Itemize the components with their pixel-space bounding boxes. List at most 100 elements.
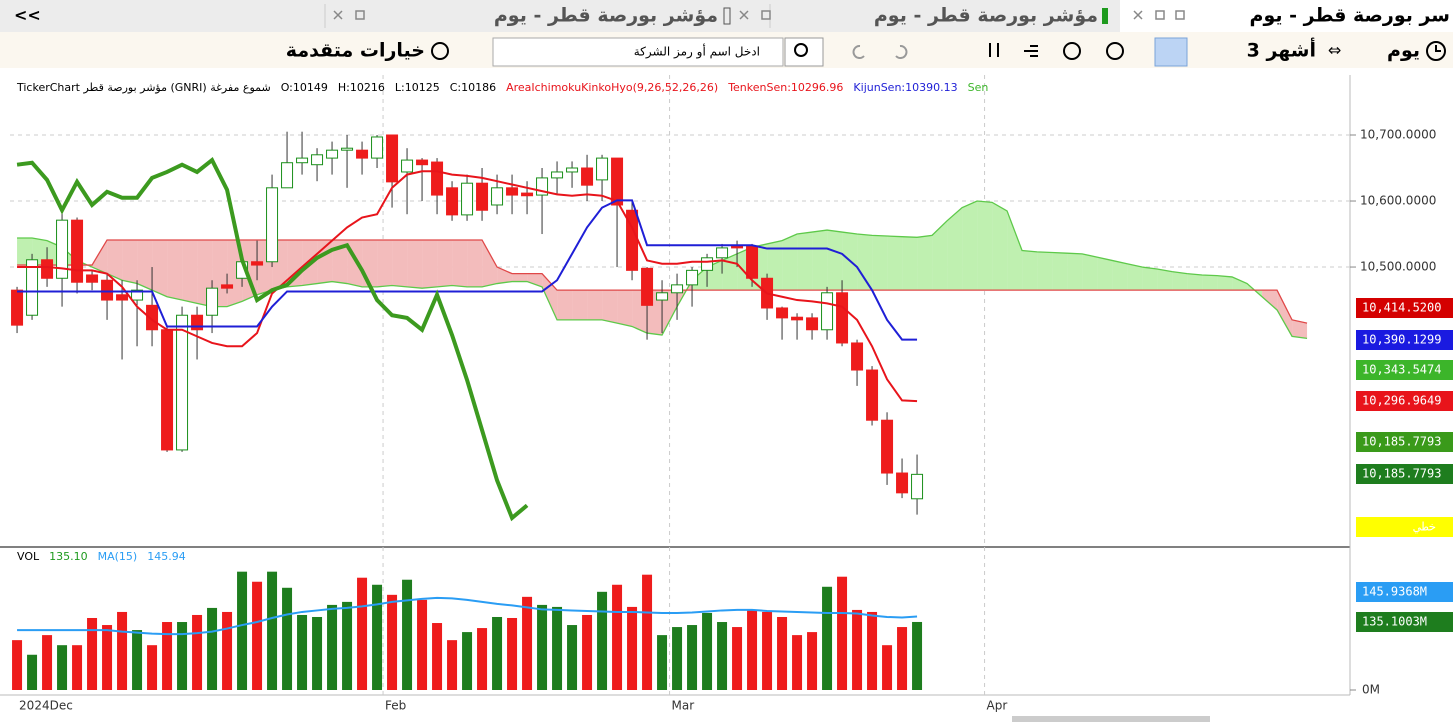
y-tick-label: 10,500.0000	[1360, 260, 1436, 274]
candle-body	[431, 161, 444, 196]
volume-bar	[732, 627, 743, 690]
cloud-fill	[362, 239, 378, 287]
legend-text: TickerChart مؤشر بورصة قطر (GNRI) شموع م…	[16, 81, 271, 94]
volume-bar	[762, 611, 773, 690]
candle-body	[746, 245, 759, 279]
cloud-fill	[587, 290, 603, 320]
cloud-fill	[467, 239, 483, 287]
cloud-fill	[947, 207, 963, 291]
volume-bar	[597, 591, 608, 690]
candle-body	[791, 316, 804, 321]
cloud-fill	[182, 239, 198, 304]
candle-body	[176, 314, 189, 451]
cloud-fill	[1217, 275, 1233, 291]
volume-bar	[462, 632, 473, 690]
volume-bar	[522, 596, 533, 690]
cloud-fill	[1022, 250, 1038, 291]
volume-bar	[537, 604, 548, 690]
search-button[interactable]	[784, 37, 824, 67]
price-tag-label: 10,343.5474	[1362, 363, 1441, 377]
price-tag	[1356, 582, 1453, 602]
volume-bar	[882, 645, 893, 690]
candle-body	[866, 369, 879, 421]
candle-body	[611, 157, 624, 206]
collapse-button[interactable]: <<	[14, 6, 41, 25]
cloud-fill	[782, 234, 798, 291]
cloud-fill	[812, 230, 828, 291]
candle-body	[281, 162, 294, 189]
volume-bar	[417, 599, 428, 690]
cloud-fill	[107, 239, 123, 281]
volume-bar	[372, 584, 383, 690]
volume-bar	[507, 617, 518, 690]
price-tag-label: 10,185.7793	[1362, 435, 1441, 449]
candle-body	[311, 154, 324, 166]
legend-text: AreaIchimokuKinkoHyo(9,26,52,26,26)	[506, 81, 718, 94]
price-tag	[1356, 464, 1453, 484]
cloud-fill	[1127, 263, 1143, 291]
tab-title[interactable]: سر بورصة قطر - يوم	[1250, 5, 1450, 27]
cloud-fill	[797, 232, 813, 291]
cloud-fill	[917, 235, 933, 291]
volume-bar	[327, 604, 338, 690]
tab-title[interactable]: مؤشر بورصة قطر - يوم	[494, 5, 718, 27]
price-tag	[1356, 517, 1453, 537]
volume-bar	[912, 621, 923, 690]
candle-body	[476, 182, 489, 211]
volume-bar	[87, 617, 98, 690]
price-tag-label: 135.1003M	[1362, 615, 1427, 629]
cloud-fill	[1277, 290, 1293, 337]
price-tag	[1356, 432, 1453, 452]
legend-text: TenkenSen:10296.96	[727, 81, 843, 94]
candle-body	[86, 274, 99, 283]
price-tag-label: خطي	[1413, 520, 1436, 534]
candle-body	[251, 261, 264, 266]
advanced-options[interactable]: خيارات متقدمة	[286, 40, 425, 62]
candle-body	[71, 219, 84, 283]
toolbar-icons[interactable]	[852, 42, 1124, 60]
cloud-fill	[1157, 269, 1173, 291]
volume-bar	[117, 611, 128, 690]
search-input[interactable]	[492, 37, 784, 67]
tab-title[interactable]: مؤشر بورصة قطر - يوم	[874, 5, 1098, 27]
price-tag-label: 145.9368M	[1362, 585, 1427, 599]
cloud-fill	[512, 273, 528, 282]
candle-body	[341, 147, 354, 151]
price-tag	[1356, 612, 1453, 632]
cloud-fill	[392, 239, 408, 287]
volume-bar	[12, 640, 23, 690]
volume-bar	[867, 611, 878, 690]
volume-bar	[222, 611, 233, 690]
volume-bar	[27, 654, 38, 690]
volume-bar	[162, 622, 173, 690]
x-tick-label: 2024Dec	[19, 699, 73, 713]
candle-body	[836, 292, 849, 344]
volume-bar	[612, 584, 623, 690]
cloud-fill	[152, 239, 168, 297]
search-placeholder: ادخل اسم أو رمز الشركة	[634, 44, 760, 60]
legend-text: H:10216	[338, 81, 385, 94]
cloud-fill	[887, 236, 903, 291]
candle-body	[266, 187, 279, 263]
cloud-fill	[542, 273, 558, 320]
volume-bar	[387, 594, 398, 690]
volume-bar	[807, 632, 818, 690]
candle-body	[146, 304, 159, 331]
volume-bar	[897, 627, 908, 690]
scrollbar[interactable]	[1012, 716, 1210, 722]
tab-controls	[333, 10, 1185, 20]
cloud-fill	[437, 239, 453, 287]
volume-bar	[42, 635, 53, 690]
volume-bar	[402, 579, 413, 690]
volume-bar	[717, 622, 728, 690]
clock-icon[interactable]	[1426, 41, 1446, 61]
volume-bar	[57, 645, 68, 690]
legend-text: VOL	[17, 550, 40, 563]
search-icon	[794, 43, 808, 57]
volume-bar	[132, 630, 143, 690]
volume-bar	[702, 612, 713, 690]
draw-tool-button[interactable]	[1154, 37, 1188, 67]
range-button[interactable]: 3 أشهر	[1247, 38, 1316, 62]
period-button[interactable]: يوم	[1387, 40, 1420, 62]
